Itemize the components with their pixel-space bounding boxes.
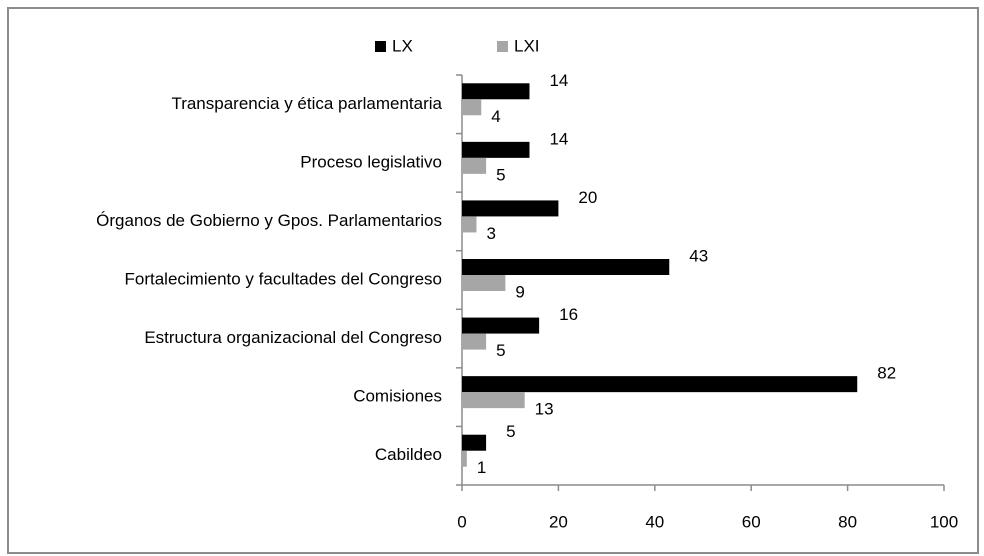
data-label: 5: [496, 341, 505, 360]
y-tick-label: Estructura organizacional del Congreso: [144, 328, 442, 347]
y-tick-label: Fortalecimiento y facultades del Congres…: [125, 269, 443, 288]
bar: [462, 434, 487, 451]
data-label: 13: [535, 400, 554, 419]
data-label: 20: [578, 188, 597, 207]
bar: [462, 275, 506, 291]
x-tick-label: 80: [838, 512, 857, 531]
bar: [462, 157, 487, 174]
legend-swatch: [375, 41, 386, 52]
bar: [462, 450, 467, 467]
data-label: 14: [549, 129, 568, 148]
y-tick-label: Transparencia y ética parlamentaria: [171, 94, 442, 113]
y-tick-label: Órganos de Gobierno y Gpos. Parlamentari…: [96, 211, 442, 230]
y-tick-label: Proceso legislativo: [300, 152, 442, 171]
data-label: 4: [491, 107, 500, 126]
x-tick-label: 20: [549, 512, 568, 531]
bar: [462, 376, 858, 393]
x-tick-label: 100: [930, 512, 958, 531]
bar: [462, 216, 477, 233]
legend-label: LX: [392, 36, 413, 55]
data-label: 43: [689, 246, 708, 265]
bar: [462, 259, 670, 275]
data-label: 3: [486, 224, 495, 243]
data-label: 5: [496, 165, 505, 184]
y-tick-label: Comisiones: [353, 387, 442, 406]
data-label: 1: [477, 458, 486, 477]
bar: [462, 99, 482, 116]
bar: [462, 317, 540, 334]
data-label: 9: [515, 282, 524, 301]
data-label: 5: [506, 422, 515, 441]
x-tick-label: 40: [645, 512, 664, 531]
x-tick-label: 60: [742, 512, 761, 531]
data-label: 82: [877, 364, 896, 383]
bar: [462, 333, 487, 350]
legend-label: LXI: [514, 36, 540, 55]
bar: [462, 200, 559, 217]
y-tick-label: Cabildeo: [375, 445, 442, 464]
bar: [462, 392, 525, 409]
bar: [462, 141, 530, 158]
data-label: 14: [549, 71, 568, 90]
x-tick-label: 0: [457, 512, 466, 531]
data-label: 16: [559, 305, 578, 324]
bar: [462, 83, 530, 100]
legend-swatch: [497, 41, 508, 52]
